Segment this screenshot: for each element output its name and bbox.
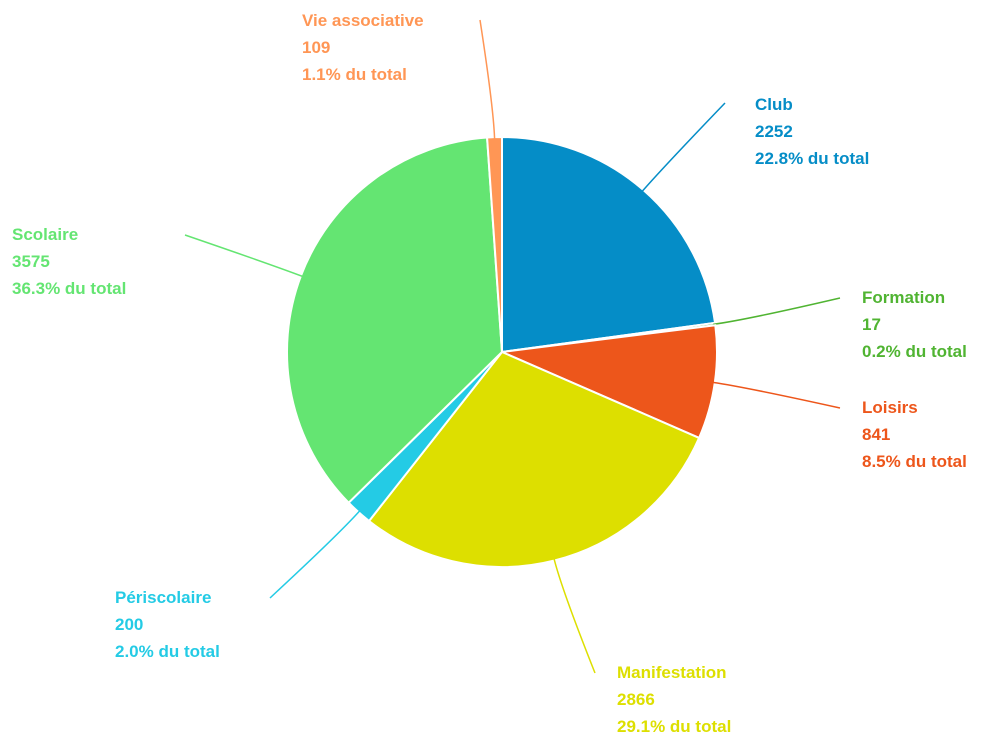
label-name: Formation: [862, 288, 945, 307]
label-name: Vie associative: [302, 11, 424, 30]
label-name: Loisirs: [862, 398, 918, 417]
label-percent: 29.1% du total: [617, 717, 731, 736]
connector: [479, 19, 496, 140]
connector: [553, 558, 596, 674]
label-name: Manifestation: [617, 663, 727, 682]
label-value: 200: [115, 615, 143, 634]
label-percent: 1.1% du total: [302, 65, 407, 84]
connector: [269, 510, 361, 599]
label-name: Club: [755, 95, 793, 114]
connector: [713, 297, 841, 326]
label-percent: 2.0% du total: [115, 642, 220, 661]
label-percent: 8.5% du total: [862, 452, 967, 471]
label-name: Périscolaire: [115, 588, 211, 607]
label-name: Scolaire: [12, 225, 78, 244]
label-value: 3575: [12, 252, 50, 271]
label-value: 2252: [755, 122, 793, 141]
label-percent: 0.2% du total: [862, 342, 967, 361]
label-value: 17: [862, 315, 881, 334]
pie-slice: [501, 135, 717, 354]
connector: [641, 102, 726, 193]
label-percent: 22.8% du total: [755, 149, 869, 168]
label-value: 2866: [617, 690, 655, 709]
label-value: 841: [862, 425, 890, 444]
label-value: 109: [302, 38, 330, 57]
connector: [184, 234, 304, 278]
label-percent: 36.3% du total: [12, 279, 126, 298]
connector: [712, 381, 841, 409]
